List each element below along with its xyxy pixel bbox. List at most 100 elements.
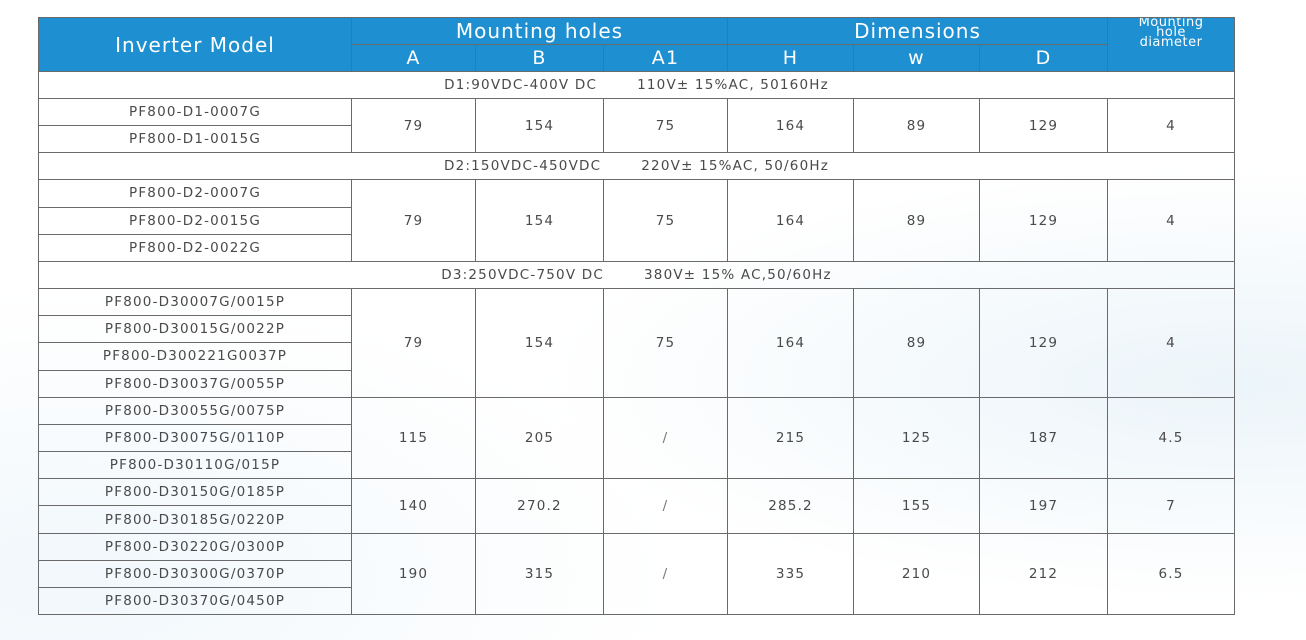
group-ac-range: 220V± 15%AC, 50/60Hz [641,158,830,175]
value-cell-a: 79 [351,287,476,398]
header-diameter-line3: diameter [1139,35,1203,50]
value-cell-a1: 75 [602,97,729,154]
value-cell-h: 335 [727,532,855,616]
value-cell-a: 140 [351,478,476,534]
value-cell-dia: 4 [1107,287,1236,398]
group-row: D1:90VDC-400V DC 110V± 15%AC, 50160Hz [37,71,1236,99]
table-row: PF800-D30037G/0055P [38,369,1235,398]
group-label: D1:90VDC-400V DC 110V± 15%AC, 50160Hz [37,71,1236,99]
group-label: D2:150VDC-450VDC 220V± 15%AC, 50/60Hz [37,152,1236,181]
value-cell-a1: 75 [602,287,729,398]
model-cell: PF800-D30370G/0450P [38,586,352,616]
model-cell: PF800-D30055G/0075P [38,396,352,425]
value-cell-h: 164 [727,97,855,154]
header-col-b: B [475,44,604,72]
value-cell-a1: 75 [602,179,729,262]
value-cell-d: 129 [979,287,1109,398]
value-cell-h: 285.2 [727,478,855,534]
table-row: PF800-D30185G/0220P [38,505,1235,534]
model-cell: PF800-D30150G/0185P [38,478,352,507]
value-cell-w: 89 [853,179,981,262]
value-cell-dia: 7 [1107,478,1236,534]
value-cell-d: 129 [979,179,1109,262]
header-diameter-line1: Mounting [1138,17,1204,30]
value-cell-a1: / [602,532,729,616]
group-ac-range: 380V± 15% AC,50/60Hz [644,266,832,283]
value-cell-dia: 4 [1107,179,1236,262]
value-cell-d: 187 [979,396,1109,480]
value-cell-dia: 6.5 [1107,532,1236,616]
header-inverter-model: Inverter Model [38,17,352,72]
model-cell: PF800-D30185G/0220P [38,505,352,534]
value-cell-a: 115 [351,396,476,480]
value-cell-dia: 4.5 [1107,396,1236,480]
value-cell-d: 212 [979,532,1109,616]
group-dc-range: D1:90VDC-400V DC [444,77,598,93]
model-cell: PF800-D2-0022G [38,233,352,262]
table-row: PF800-D30007G/0015P 79 154 75 164 89 129 4 [38,287,1236,398]
model-cell: PF800-D30110G/015P [38,451,352,480]
value-cell-b: 154 [475,287,604,398]
table-row: PF800-D1-0015G [38,125,1235,154]
value-cell-b: 154 [475,97,604,154]
group-label: D3:250VDC-750V DC 380V± 15% AC,50/60Hz [37,260,1236,289]
value-cell-h: 164 [727,179,855,262]
value-cell-b: 154 [475,179,604,262]
value-cell-a1: / [602,396,729,480]
table-row: PF800-D30370G/0450P [38,586,1235,616]
group-dc-range: D3:250VDC-750V DC [441,266,604,283]
table-row: PF800-D30220G/0300P 190 315/335 210 212 6.5 [38,532,1236,616]
group-row: D3:250VDC-750V DC 380V± 15% AC,50/60Hz [37,260,1236,289]
header-col-a1: A1 [602,44,729,72]
table-row: PF800-D2-0015G [38,206,1235,235]
value-cell-h: 215 [727,396,855,480]
table-row: PF800-D2-0022G [38,233,1235,262]
value-cell-b: 315 [475,532,604,616]
model-cell: PF800-D30300G/0370P [38,559,352,589]
value-cell-w: 210 [853,532,981,616]
model-cell: PF800-D2-0007G [38,179,352,208]
model-cell: PF800-D30037G/0055P [38,369,352,398]
value-cell-d: 197 [979,478,1109,534]
group-row: D2:150VDC-450VDC 220V± 15%AC, 50/60Hz [37,152,1236,181]
header-mounting-holes: Mounting holes [350,17,729,45]
value-cell-w: 89 [853,287,981,398]
value-cell-b: 205 [475,396,604,480]
value-cell-b: 270.2 [475,478,604,534]
value-cell-h: 164 [727,287,855,398]
table-row: PF800-D30015G/0022P [38,315,1235,344]
model-cell: PF800-D30075G/0110P [38,423,352,453]
value-cell-w: 125 [853,396,981,480]
model-cell: PF800-D1-0015G [38,125,352,154]
table-row: PF800-D30150G/0185P 140 270.2/285.2 155 197 7 [38,478,1236,534]
header-diameter-line2: hole [1156,25,1186,40]
value-cell-a: 79 [351,97,476,154]
table-row: PF800-D30055G/0075P 115 205/215 125 187 4.5 [38,396,1236,480]
model-cell: PF800-D30220G/0300P [38,532,352,561]
table-row: PF800-D30075G/0110P [38,423,1235,453]
table-body: D1:90VDC-400V DC 110V± 15%AC, 50160Hz PF80… [37,71,1236,616]
group-ac-range: 110V± 15%AC, 50160Hz [637,77,829,93]
group-dc-range: D2:150VDC-450VDC [444,158,602,175]
value-cell-a: 190 [351,532,476,616]
model-cell: PF800-D300221G0037P [38,342,352,371]
header-col-a: A [351,44,476,72]
header-col-h: H [727,44,855,72]
table-header: Inverter Model Mounting holes Dimensions… [38,17,1236,72]
value-cell-d: 129 [979,97,1109,154]
table-row: PF800-D1-0007G 79 154 75 164 89 129 4 [38,97,1236,154]
model-cell: PF800-D2-0015G [38,206,352,235]
model-cell: PF800-D1-0007G [38,97,352,127]
inverter-spec-table: Inverter Model Mounting holes Dimensions… [37,17,1236,616]
value-cell-a: 79 [351,179,476,262]
value-cell-dia: 4 [1107,97,1236,154]
header-col-w: w [853,44,981,72]
value-cell-a1: / [602,478,729,534]
value-cell-w: 155 [853,478,981,534]
header-col-d: D [979,44,1109,72]
header-mounting-hole-diameter: Mounting hole diameter [1107,17,1236,72]
header-dimensions: Dimensions [727,17,1109,45]
model-cell: PF800-D30007G/0015P [38,287,352,317]
table-row: PF800-D2-0007G 79 154 75 164 89 129 4 [38,179,1236,262]
value-cell-w: 89 [853,97,981,154]
